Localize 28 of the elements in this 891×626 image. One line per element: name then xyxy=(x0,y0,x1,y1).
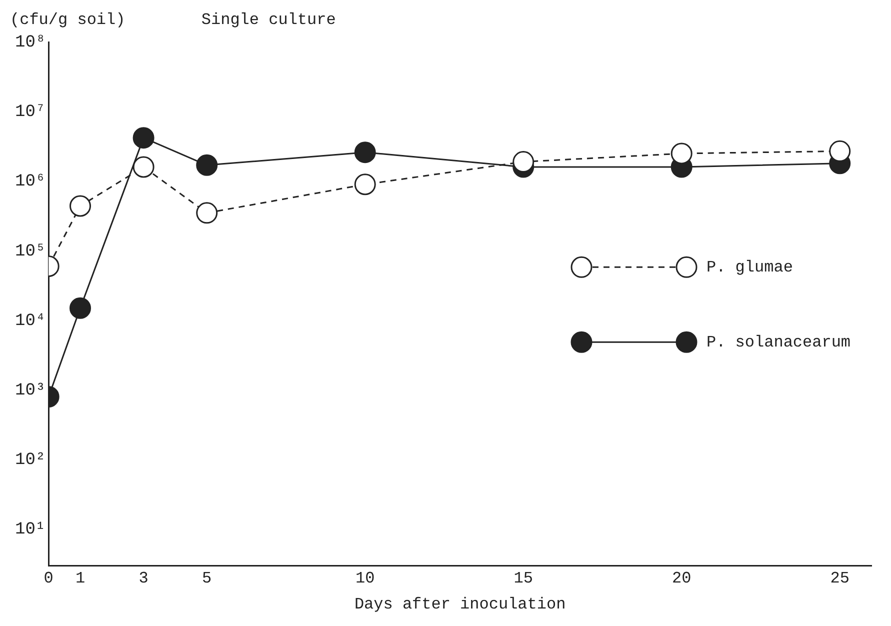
y-tick-label: 10⁴ xyxy=(14,312,46,331)
legend-label: P. glumae xyxy=(706,258,793,276)
point xyxy=(670,142,692,164)
x-tick-label: 10 xyxy=(356,569,375,588)
x-tick-label: 3 xyxy=(138,569,148,588)
y-tick-label: 10¹ xyxy=(14,520,46,540)
y-tick-label: 10⁶ xyxy=(14,172,46,192)
x-tick-label: 25 xyxy=(830,569,850,588)
y-tick-label: 10² xyxy=(14,451,46,470)
x-axis-title: Days after inoculation xyxy=(354,596,566,614)
legend-label: P. solanacearum xyxy=(706,333,851,352)
y-tick-label: 10⁸ xyxy=(14,34,46,52)
point xyxy=(512,151,534,173)
x-tick-label: 5 xyxy=(202,569,212,588)
x-tick-label: 0 xyxy=(44,569,54,588)
x-tick-label: 15 xyxy=(514,569,533,588)
point xyxy=(354,142,376,164)
chart-title: Single culture xyxy=(201,11,336,30)
point xyxy=(132,127,154,149)
y-tick-label: 10⁵ xyxy=(14,242,46,262)
y-tick-label: 10³ xyxy=(14,382,46,401)
y-tick-label: 10⁷ xyxy=(14,103,46,122)
point xyxy=(196,154,218,176)
y-axis-title: (cfu/g soil) xyxy=(10,11,126,30)
x-tick-label: 1 xyxy=(75,569,86,588)
point xyxy=(70,297,92,319)
x-tick-label: 20 xyxy=(672,569,692,588)
point xyxy=(829,140,851,162)
